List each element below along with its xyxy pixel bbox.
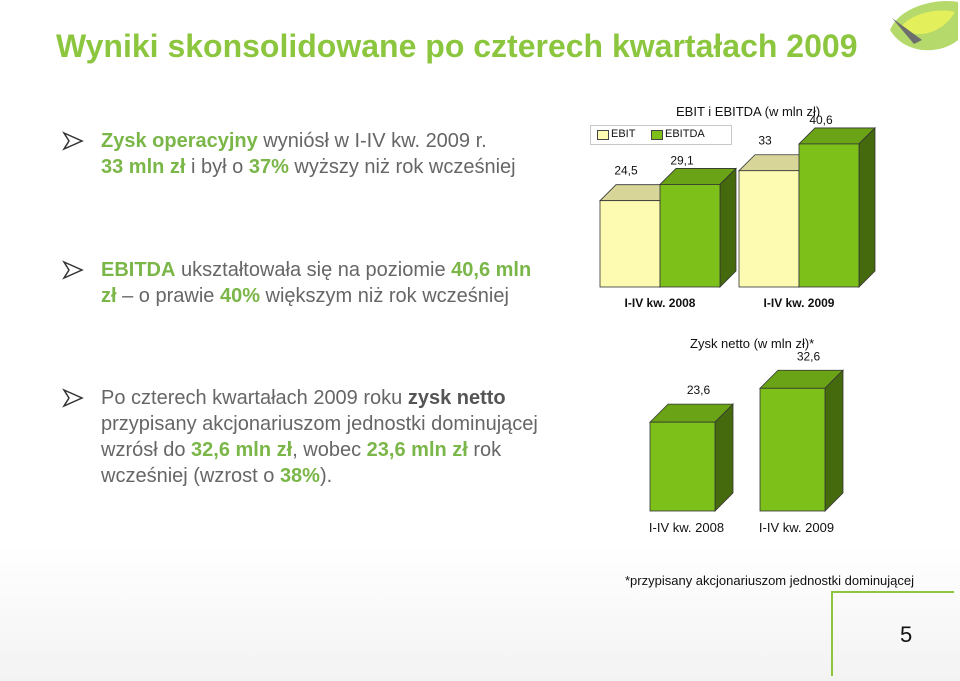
bar-ebitda-2 [798, 143, 860, 288]
bullet-ebitda: EBITDA ukształtowała się na poziomie 40,… [62, 257, 540, 309]
footnote: *przypisany akcjonariuszom jednostki dom… [625, 573, 915, 588]
bullet-text: EBITDA ukształtowała się na poziomie 40,… [101, 257, 540, 309]
data-label: 24,5 [614, 164, 638, 178]
text-fragment: i był o [185, 156, 249, 178]
page-number-frame [831, 591, 954, 676]
arrow-bullet-icon [62, 260, 84, 280]
data-label: 40,6 [809, 113, 833, 127]
highlight: 40% [219, 285, 260, 307]
page-number: 5 [900, 622, 913, 647]
data-label: 23,6 [687, 383, 711, 397]
data-label: 29,1 [670, 153, 694, 167]
x-tick-label: I-IV kw. 2008 [625, 296, 696, 310]
highlight: 37% [248, 156, 289, 178]
green-leaf-logo-icon [890, 0, 958, 51]
chart2-title: Zysk netto (w mln zł)* [690, 336, 815, 351]
text-fragment: ukształtowała się na poziomie [175, 259, 452, 281]
x-tick-label: I-IV kw. 2009 [759, 520, 834, 535]
page-title: Wyniki skonsolidowane po czterech kwarta… [56, 28, 858, 64]
x-tick-label: I-IV kw. 2009 [764, 296, 835, 310]
legend-swatch-ebit [597, 130, 609, 140]
highlight: 38% [279, 465, 320, 487]
highlight: Zysk operacyjny [101, 130, 258, 152]
legend-label-ebit: EBIT [611, 128, 636, 140]
highlight: 33 mln zł [101, 156, 186, 178]
bar-net-profit-1-side [714, 403, 734, 512]
highlight: 32,6 mln zł [191, 439, 293, 461]
highlight: zysk netto [407, 387, 506, 409]
bar-ebitda-1 [659, 184, 721, 288]
chart1-legend: EBIT EBITDA [590, 125, 732, 145]
x-tick-label: I-IV kw. 2008 [649, 520, 724, 535]
data-label: 32,6 [797, 349, 821, 363]
text-fragment: przypisany akcjonariuszom jednostki domi… [101, 413, 538, 461]
text-fragment: , wobec [292, 439, 367, 461]
text-fragment: – o prawie [116, 285, 220, 307]
bar-ebit-2 [738, 170, 800, 288]
text-fragment: Po czterech kwartałach 2009 roku [101, 387, 408, 409]
bullet-text: Po czterech kwartałach 2009 roku zysk ne… [101, 385, 540, 489]
legend-label-ebitda: EBITDA [665, 128, 705, 140]
chart1-title: EBIT i EBITDA (w mln zł) [676, 104, 821, 119]
arrow-bullet-icon [62, 388, 84, 408]
background-floor [0, 545, 960, 681]
text-fragment: ). [319, 465, 333, 487]
bar-net-profit-1 [649, 421, 716, 512]
bullet-text: Zysk operacyjny wyniósł w I-IV kw. 2009 … [101, 128, 540, 180]
highlight: 40,6 mln zł [101, 259, 532, 307]
legend-swatch-ebitda [651, 130, 663, 140]
bullet-operating-profit: Zysk operacyjny wyniósł w I-IV kw. 2009 … [62, 128, 540, 180]
data-label: 33 [758, 134, 772, 148]
text-fragment: wyniósł w I-IV kw. 2009 r. [257, 130, 487, 152]
bar-net-profit-2 [759, 387, 826, 512]
bar-ebit-1 [599, 200, 661, 288]
highlight: EBITDA [101, 259, 176, 281]
bar-net-profit-2-side [824, 369, 844, 512]
arrow-bullet-icon [62, 131, 84, 151]
text-fragment: rok wcześniej (wzrost o [101, 439, 502, 487]
text-fragment: większym niż rok wcześniej [259, 285, 509, 307]
text-fragment: wyższy niż rok wcześniej [288, 156, 516, 178]
highlight: 23,6 mln zł [366, 439, 468, 461]
bullet-net-profit: Po czterech kwartałach 2009 roku zysk ne… [62, 385, 540, 489]
